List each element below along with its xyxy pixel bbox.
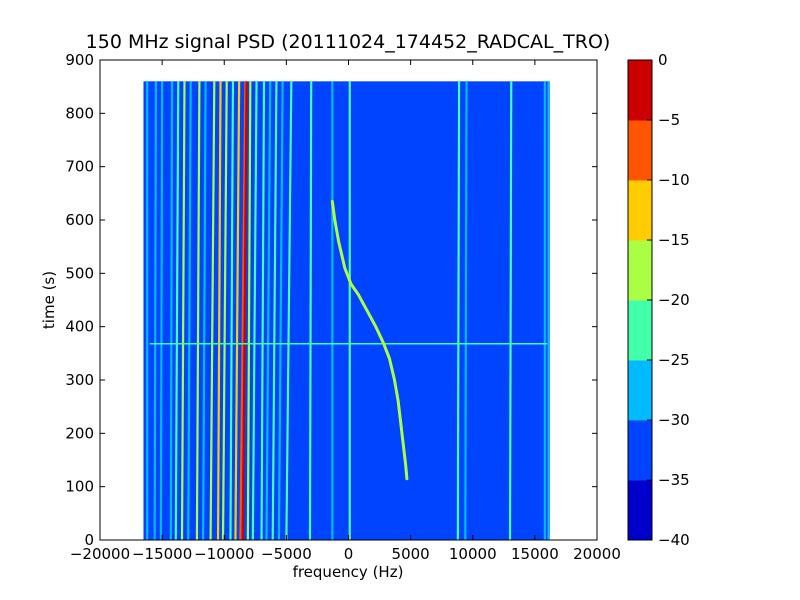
signal-line — [265, 81, 272, 540]
signal-line — [285, 81, 293, 540]
signal-line — [169, 81, 174, 540]
y-tick-label: 200 — [65, 424, 94, 442]
heatmap-layer — [143, 81, 550, 540]
signal-line — [508, 81, 513, 540]
colorbar-segment — [628, 120, 652, 181]
y-axis: 0 100 200 300 400 500 600 700 800 900 — [65, 51, 597, 549]
colorbar-tick-label: 0 — [658, 51, 668, 69]
colorbar-tick-label: −15 — [658, 231, 690, 249]
signal-line — [174, 81, 180, 540]
signal-line — [464, 81, 468, 540]
colorbar-tick-label: −30 — [658, 411, 690, 429]
x-tick-label: −5000 — [261, 545, 312, 563]
signal-line — [239, 81, 247, 540]
y-tick-label: 300 — [65, 371, 94, 389]
y-tick-label: 100 — [65, 478, 94, 496]
chart-title: 150 MHz signal PSD (20111024_174452_RADC… — [86, 31, 611, 53]
signal-line — [241, 81, 248, 540]
y-tick-label: 0 — [84, 531, 94, 549]
colorbar-segment — [628, 420, 652, 481]
y-tick-label: 400 — [65, 318, 94, 336]
x-tick-label: −20000 — [70, 545, 130, 563]
chirp-signal-curve — [330, 199, 409, 481]
x-tick-label: 0 — [344, 545, 354, 563]
colorbar-segment — [628, 60, 652, 121]
y-tick-label: 500 — [65, 264, 94, 282]
x-tick-label: 20000 — [573, 545, 621, 563]
signal-line — [277, 81, 284, 540]
colorbar-tick-label: −35 — [658, 471, 690, 489]
y-tick-label: 600 — [65, 211, 94, 229]
x-tick-label: −10000 — [194, 545, 254, 563]
y-axis-label: time (s) — [40, 271, 58, 329]
signal-line — [209, 81, 216, 540]
x-tick-label: 5000 — [392, 545, 430, 563]
colorbar-tick-label: −20 — [658, 291, 690, 309]
colorbar-segment — [628, 240, 652, 301]
colorbar-tick-label: −25 — [658, 351, 690, 369]
x-tick-label: −15000 — [132, 545, 192, 563]
x-axis: −20000 −15000 −10000 −5000 0 5000 10000 15000 20… — [70, 60, 621, 563]
signal-line — [159, 81, 164, 540]
signal-line — [308, 81, 313, 540]
colorbar-segment — [628, 300, 652, 361]
colorbar-tick-label: −40 — [658, 531, 690, 549]
signal-line — [216, 81, 222, 540]
signal-line — [187, 81, 192, 540]
signal-line — [195, 81, 201, 540]
signal-line — [202, 81, 207, 540]
x-tick-label: 15000 — [511, 545, 559, 563]
signal-line — [234, 81, 241, 540]
colorbar-segment — [628, 480, 652, 541]
y-tick-label: 900 — [65, 51, 94, 69]
signal-line — [221, 81, 228, 540]
colorbar-tick-label: −10 — [658, 171, 690, 189]
signal-line — [229, 81, 235, 540]
x-axis-label: frequency (Hz) — [293, 563, 404, 581]
signal-line — [180, 81, 186, 540]
signal-line — [260, 81, 266, 540]
signal-line — [246, 81, 252, 540]
colorbar-segment — [628, 180, 652, 241]
colorbar-tick-label: −5 — [658, 111, 680, 129]
signal-line — [153, 81, 158, 540]
signal-line — [251, 81, 258, 540]
signal-line — [271, 81, 278, 540]
x-tick-label: 10000 — [449, 545, 497, 563]
signal-line — [456, 81, 461, 540]
y-tick-label: 800 — [65, 104, 94, 122]
y-tick-label: 700 — [65, 158, 94, 176]
colorbar: −40 −35 −30 −25 −20 −15 −10 −5 0 — [627, 51, 690, 549]
colorbar-segment — [628, 360, 652, 421]
